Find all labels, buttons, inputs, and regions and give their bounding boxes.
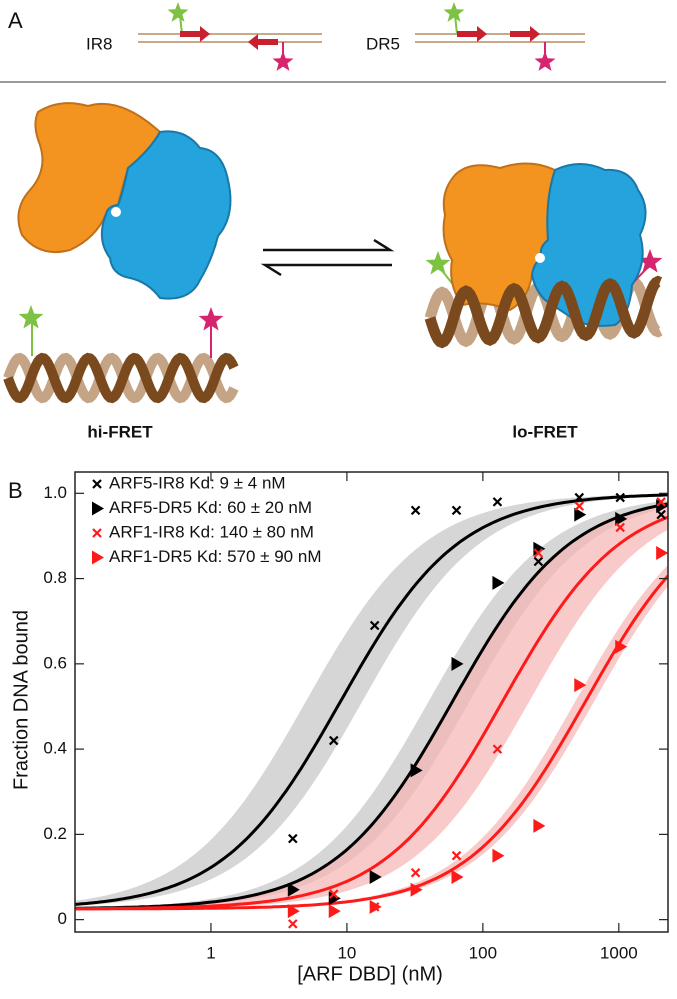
data-point <box>533 548 544 558</box>
binding-site-arrow <box>510 26 540 42</box>
y-tick-label: 0.4 <box>43 739 67 758</box>
data-point <box>656 509 666 520</box>
fit-curve <box>75 574 668 911</box>
binding-site-arrow <box>180 26 210 42</box>
legend-marker <box>92 479 102 489</box>
data-point <box>288 833 298 844</box>
plot-area: 0 0.2 0.4 0.6 0.8 1.0 1 10 100 1000 ARF5-IR8 Kd: 9… <box>43 471 669 962</box>
legend-label: ARF5-IR8 Kd: 9 ± 4 nM <box>109 473 286 492</box>
data-point <box>369 620 380 631</box>
notch <box>111 207 121 217</box>
state-label: hi-FRET <box>87 422 153 441</box>
protein-domain <box>100 130 232 300</box>
legend-marker <box>92 528 102 538</box>
data-point <box>615 492 625 503</box>
equilibrium-arrow <box>263 238 395 252</box>
data-point <box>615 511 628 526</box>
data-point <box>287 882 300 897</box>
data-point <box>615 522 625 533</box>
data-point <box>287 904 300 919</box>
dna-helix <box>424 275 663 349</box>
equilibrium-arrow <box>260 263 392 277</box>
data-point <box>574 507 587 522</box>
legend-label: ARF5-DR5 Kd: 60 ± 20 nM <box>109 498 312 517</box>
data-point <box>492 497 503 507</box>
confidence-band <box>75 503 668 909</box>
data-point <box>328 904 341 919</box>
x-tick-label: 100 <box>469 943 497 962</box>
dna-schematic <box>138 33 585 43</box>
construct-label: IR8 <box>86 34 112 53</box>
panel-label: B <box>8 478 23 503</box>
y-axis-label: Fraction DNA bound <box>10 610 32 790</box>
data-point <box>410 505 421 516</box>
data-point <box>410 882 423 897</box>
data-point <box>615 639 628 654</box>
panel-label: A <box>8 8 23 33</box>
fluorophore <box>18 305 44 329</box>
data-point <box>492 848 505 863</box>
data-point <box>533 818 546 833</box>
data-point <box>656 497 666 507</box>
y-tick-label: 0.8 <box>43 568 67 587</box>
data-point <box>656 546 668 561</box>
data-point <box>369 870 382 885</box>
legend-label: ARF1-IR8 Kd: 140 ± 80 nM <box>109 522 314 541</box>
y-tick-label: 0 <box>58 909 67 928</box>
fluorophore <box>443 2 465 22</box>
data-point <box>288 919 298 929</box>
data-point <box>574 501 585 511</box>
x-tick-label: 1000 <box>600 943 638 962</box>
fluorophore <box>425 251 451 275</box>
data-point <box>410 763 423 778</box>
fit-curve <box>75 502 668 910</box>
y-tick-label: 1.0 <box>43 483 67 502</box>
data-point <box>328 735 339 746</box>
plot-content <box>75 492 668 929</box>
fluorophore <box>272 51 294 71</box>
state-label: lo-FRET <box>512 422 578 441</box>
data-point <box>451 505 462 516</box>
plot-frame <box>74 471 669 933</box>
y-tick-label: 0.2 <box>43 824 67 843</box>
data-point <box>574 678 587 693</box>
fluorophore <box>198 307 224 331</box>
fluorophore <box>637 249 663 273</box>
fluorophore <box>534 51 556 71</box>
panel-a-art <box>3 2 663 404</box>
data-point <box>369 899 382 914</box>
binding-site-arrow <box>457 26 487 42</box>
y-tick-label: 0.6 <box>43 653 67 672</box>
dna-helix <box>3 352 239 404</box>
fit-curve <box>75 493 668 906</box>
legend-marker <box>92 550 104 565</box>
data-point <box>492 744 503 754</box>
x-tick-label: 1 <box>206 943 215 962</box>
data-point <box>328 889 339 899</box>
legend-label: ARF1-DR5 Kd: 570 ± 90 nM <box>109 547 321 566</box>
legend-marker <box>92 501 104 516</box>
x-tick-label: 10 <box>337 943 356 962</box>
data-point <box>410 867 421 878</box>
binding-site-arrow <box>248 34 278 50</box>
notch <box>535 253 545 263</box>
fluorophore <box>167 2 189 22</box>
x-axis-label: [ARF DBD] (nM) <box>297 963 443 985</box>
data-point <box>451 850 462 861</box>
data-point <box>451 870 464 885</box>
data-point <box>533 556 544 567</box>
data-point <box>574 492 585 503</box>
data-point <box>492 575 505 590</box>
construct-label: DR5 <box>366 34 400 53</box>
data-point <box>451 656 464 671</box>
